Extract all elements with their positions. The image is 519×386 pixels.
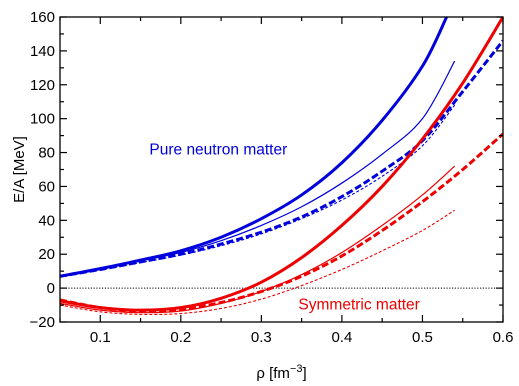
x-tick-label: 0.3 [251, 329, 272, 346]
series-layer [60, 17, 503, 316]
symmetric-thin-dashed-curve [60, 209, 455, 316]
tick-labels-layer: 0.1 0.2 0.3 0.4 0.5 0.6 −20 0 20 40 60 80 100 120 140 1… [30, 9, 514, 346]
ticks-layer [59, 16, 504, 323]
x-axis-title-main: ρ [fm [256, 365, 290, 382]
x-axis-title-exponent: −3 [290, 363, 303, 375]
x-tick-label: 0.6 [493, 329, 514, 346]
neutron-thick-dashed-curve [60, 39, 503, 278]
y-tick-label: 40 [38, 212, 55, 229]
y-tick-label: 20 [38, 246, 55, 263]
y-tick-label: 60 [38, 178, 55, 195]
y-tick-label: 0 [47, 280, 55, 297]
y-tick-label: 80 [38, 145, 55, 162]
y-tick-label: 120 [30, 77, 55, 94]
plot-frame [59, 16, 504, 323]
symmetric-thick-dashed-curve [60, 132, 503, 313]
pure-neutron-matter-label: Pure neutron matter [149, 141, 287, 158]
neutron-thin-dashed-curve [60, 104, 456, 277]
x-axis-title: ρ [fm−3] [256, 363, 306, 382]
x-tick-label: 0.5 [412, 329, 433, 346]
y-tick-label: 140 [30, 43, 55, 60]
neutron-thin-solid-curve [60, 60, 456, 277]
symmetric-thick-solid-curve [60, 17, 503, 312]
x-axis-title-close: ] [302, 365, 306, 382]
y-axis-title: E/A [MeV] [11, 136, 28, 203]
x-tick-label: 0.4 [331, 329, 352, 346]
symmetric-thin-solid-curve [60, 165, 456, 314]
y-tick-label: −20 [30, 314, 55, 331]
x-tick-label: 0.1 [90, 329, 111, 346]
y-tick-label: 160 [30, 9, 55, 26]
x-tick-label: 0.2 [170, 329, 191, 346]
symmetric-matter-label: Symmetric matter [298, 296, 419, 313]
y-tick-label: 100 [30, 111, 55, 128]
